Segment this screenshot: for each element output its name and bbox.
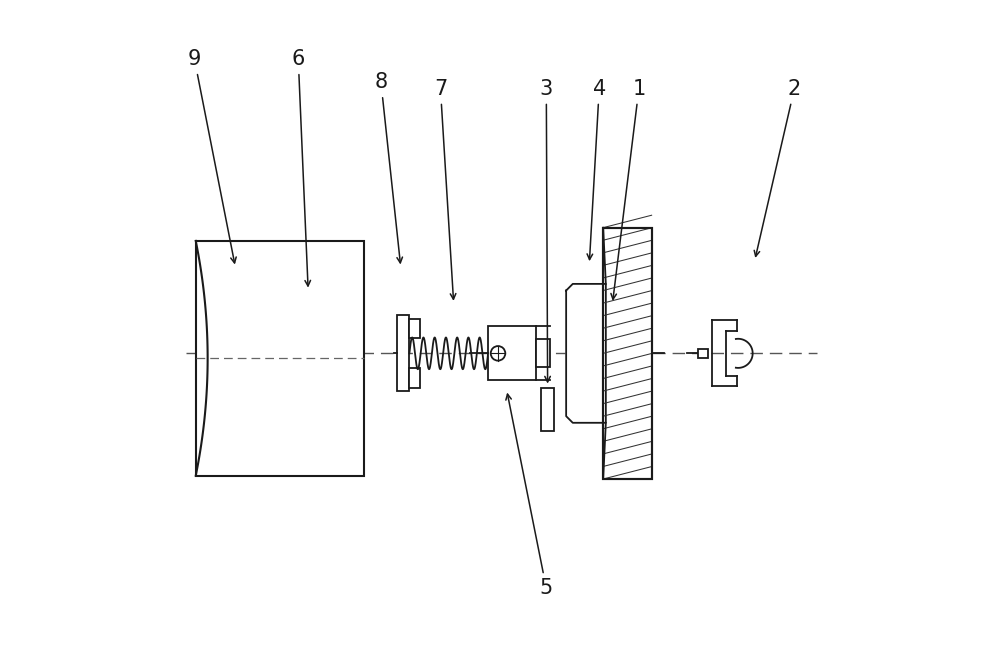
Bar bbox=[541, 388, 554, 431]
Circle shape bbox=[491, 346, 505, 361]
Text: 2: 2 bbox=[754, 79, 801, 256]
Text: 8: 8 bbox=[374, 72, 402, 263]
Text: 4: 4 bbox=[587, 79, 606, 259]
Text: 1: 1 bbox=[611, 79, 646, 299]
Bar bbox=[409, 319, 420, 338]
Bar bbox=[488, 326, 536, 380]
Text: 9: 9 bbox=[188, 49, 236, 263]
Text: 5: 5 bbox=[506, 394, 553, 598]
Bar bbox=[603, 227, 652, 479]
Bar bbox=[196, 241, 364, 476]
Text: 6: 6 bbox=[292, 49, 311, 286]
Text: 3: 3 bbox=[540, 79, 553, 382]
Bar bbox=[698, 349, 708, 358]
Bar bbox=[603, 227, 652, 479]
Bar bbox=[409, 368, 420, 388]
Bar bbox=[397, 315, 409, 392]
Bar bbox=[536, 340, 550, 368]
Text: 7: 7 bbox=[434, 79, 456, 299]
Polygon shape bbox=[566, 284, 606, 423]
